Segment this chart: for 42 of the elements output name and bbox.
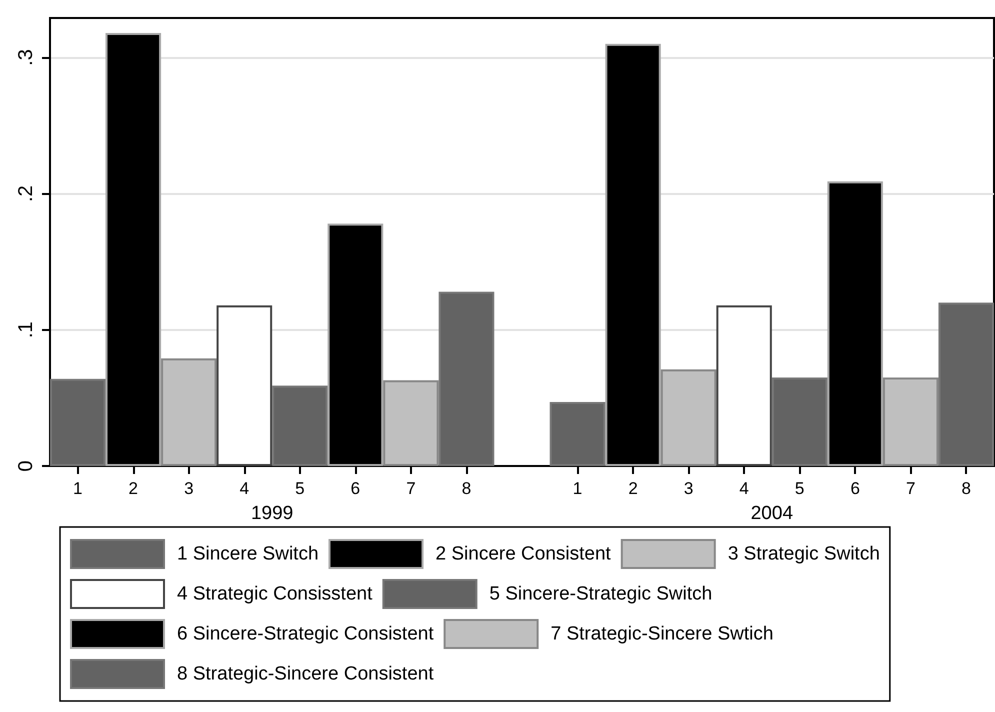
x-tick-label: 4 [240, 479, 250, 498]
y-tick-label: .1 [15, 321, 37, 338]
y-tick-label: 0 [15, 460, 37, 472]
text: 2004 [750, 503, 794, 524]
y-tick-label: .2 [15, 185, 37, 202]
legend-label: 1 Sincere Switch [177, 544, 319, 564]
bar [550, 402, 606, 466]
x-tick-label: 2 [628, 479, 638, 498]
bar [772, 377, 828, 466]
x-tick-label: 3 [684, 479, 694, 498]
x-tick-label: 7 [406, 479, 416, 498]
bar [438, 292, 494, 466]
bar [216, 305, 272, 466]
legend-label: 7 Strategic-Sincere Swtich [550, 624, 774, 644]
legend-label: 2 Sincere Consistent [436, 544, 612, 564]
text: 1999 [250, 503, 294, 524]
y-tick-label: .3 [15, 49, 37, 66]
legend-label: 3 Strategic Switch [728, 544, 880, 564]
x-tick-label: 1 [73, 479, 82, 498]
bar [882, 377, 938, 466]
x-tick-label: 5 [794, 479, 804, 498]
x-tick-label: 8 [462, 479, 472, 498]
x-tick-label: 1 [572, 479, 582, 498]
bar [272, 386, 328, 466]
x-tick-label: 2 [128, 479, 138, 498]
x-tick-label: 3 [184, 479, 194, 498]
bar [50, 378, 106, 466]
legend-label: 4 Strategic Consisstent [177, 584, 374, 604]
bar [938, 302, 994, 466]
x-tick-label: 5 [295, 479, 305, 498]
x-tick-label: 7 [906, 479, 916, 498]
bar [716, 305, 772, 466]
bar [660, 369, 716, 466]
x-tick-label: 6 [850, 479, 860, 498]
x-tick-label: 6 [350, 479, 360, 498]
legend-label: 6 Sincere-Strategic Consistent [177, 624, 434, 644]
x-tick-label: 8 [962, 479, 971, 498]
bar [383, 380, 439, 466]
bar [161, 358, 217, 466]
legend-label: 5 Sincere-Strategic Switch [489, 584, 712, 604]
legend-label: 8 Strategic-Sincere Consistent [177, 664, 434, 684]
x-tick-label: 4 [739, 479, 749, 498]
